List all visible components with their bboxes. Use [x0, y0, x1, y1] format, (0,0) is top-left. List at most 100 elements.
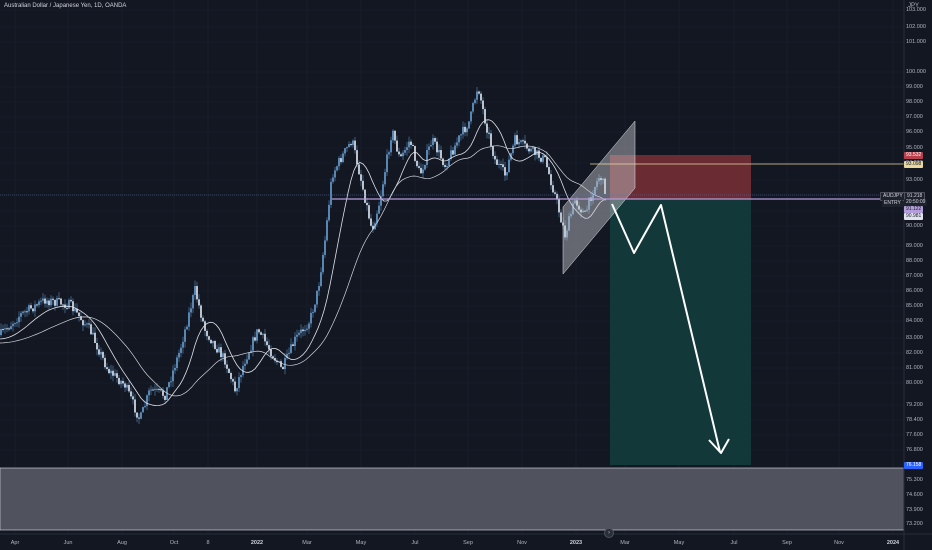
- candle-body: [226, 364, 228, 369]
- candle-body: [522, 140, 524, 142]
- price-axis-label: 78.400: [906, 417, 923, 423]
- candle-body: [176, 357, 178, 369]
- candle-body: [504, 167, 506, 176]
- candle-body: [110, 370, 112, 374]
- candle-body: [94, 332, 96, 343]
- candle-body: [382, 184, 384, 197]
- stop-line-tag: 93.098: [904, 161, 924, 168]
- candle-body: [602, 178, 604, 181]
- time-axis-label: Oct: [169, 540, 179, 546]
- candle-body: [266, 341, 268, 346]
- chart-title: Australian Dollar / Japanese Yen, 1D, OA…: [4, 3, 127, 9]
- candle-body: [112, 370, 114, 376]
- candle-body: [26, 311, 28, 313]
- candle-body: [340, 158, 342, 163]
- candle-body: [106, 367, 108, 369]
- candle-body: [338, 158, 340, 167]
- candle-body: [274, 358, 276, 361]
- candle-body: [302, 329, 304, 332]
- candle-body: [46, 300, 48, 304]
- candle-body: [396, 140, 398, 152]
- candle-body: [388, 152, 390, 155]
- candle-body: [560, 212, 562, 223]
- go-to-realtime-icon[interactable]: ›: [604, 528, 614, 538]
- candle-body: [356, 150, 358, 165]
- candle-body: [88, 323, 90, 325]
- candle-body: [304, 329, 306, 332]
- price-axis-label: 75.300: [906, 477, 923, 483]
- candle-body: [156, 388, 158, 390]
- candle-body: [308, 323, 310, 329]
- stop-price-tag: 93.532: [904, 152, 924, 159]
- price-axis-label: 81.000: [906, 365, 923, 371]
- candle-body: [352, 140, 354, 146]
- candle-body: [506, 172, 508, 176]
- candle-body: [76, 308, 78, 313]
- candle-body: [558, 199, 560, 213]
- candle-body: [252, 337, 254, 351]
- candle-body: [268, 345, 270, 350]
- candle-body: [80, 316, 82, 321]
- candle-body: [530, 148, 532, 152]
- candle-body: [260, 332, 262, 335]
- candle-body: [494, 155, 496, 160]
- countdown-tag: 20:50:09: [904, 199, 928, 206]
- time-axis-label: May: [673, 540, 685, 546]
- candle-body: [120, 380, 122, 385]
- candle-body: [92, 332, 94, 335]
- candle-body: [422, 169, 424, 174]
- candle-body: [474, 99, 476, 104]
- candle-body: [446, 166, 448, 168]
- candlestick-series: [0, 87, 606, 425]
- candle-body: [244, 363, 246, 367]
- candle-body: [146, 395, 148, 407]
- candle-body: [160, 389, 162, 391]
- price-axis-label: 88.000: [906, 258, 923, 264]
- candle-body: [366, 202, 368, 206]
- candle-body: [96, 342, 98, 350]
- candle-body: [584, 210, 586, 212]
- candle-body: [300, 329, 302, 333]
- candle-body: [452, 150, 454, 155]
- entry-label-tag: ENTRY: [882, 200, 903, 207]
- price-axis-label: 101.000: [906, 39, 926, 45]
- time-axis-label: Apr: [10, 540, 20, 546]
- time-axis-label: 2023: [569, 540, 583, 546]
- candle-body: [490, 133, 492, 147]
- candle-body: [140, 412, 142, 419]
- candle-body: [50, 298, 52, 306]
- candle-body: [524, 140, 526, 144]
- candle-body: [324, 240, 326, 255]
- price-axis-label: 103.000: [906, 7, 926, 13]
- time-axis-label: May: [355, 540, 367, 546]
- candle-body: [502, 164, 504, 168]
- candle-body: [16, 322, 18, 324]
- candle-body: [466, 128, 468, 133]
- candle-body: [180, 347, 182, 353]
- candle-body: [14, 323, 16, 325]
- candle-body: [130, 391, 132, 397]
- risk-zone: [610, 155, 751, 199]
- candle-body: [414, 146, 416, 161]
- candle-body: [254, 337, 256, 341]
- price-axis-label: 89.000: [906, 243, 923, 249]
- candle-body: [328, 204, 330, 221]
- candle-body: [436, 141, 438, 153]
- arrowhead-icon: [708, 438, 730, 454]
- candle-body: [424, 164, 426, 170]
- candle-body: [462, 126, 464, 135]
- candle-body: [100, 351, 102, 355]
- candle-body: [554, 192, 556, 194]
- candle-body: [258, 329, 260, 333]
- candle-body: [410, 141, 412, 145]
- candle-body: [398, 151, 400, 155]
- time-axis-label: 2024: [886, 540, 900, 546]
- candle-body: [362, 180, 364, 190]
- candle-body: [542, 155, 544, 162]
- candle-body: [540, 157, 542, 162]
- price-axis-label: 90.000: [906, 223, 923, 229]
- candle-body: [358, 164, 360, 175]
- candle-body: [162, 390, 164, 396]
- candle-body: [442, 158, 444, 166]
